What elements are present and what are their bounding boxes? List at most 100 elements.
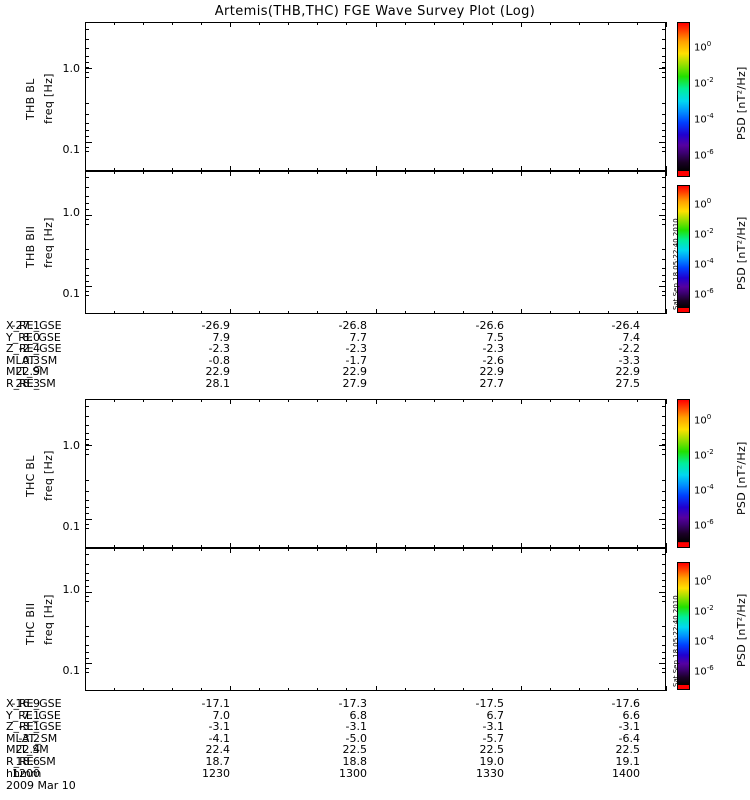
tick-mark <box>521 548 522 553</box>
colorbar-thb-tick-0: 100 <box>694 40 712 54</box>
tick-mark <box>346 548 347 551</box>
tick-mark <box>662 433 666 434</box>
tick-mark <box>662 268 666 269</box>
tick-mark <box>662 249 666 250</box>
tick-mark <box>143 545 144 548</box>
tick-mark <box>662 123 666 124</box>
tick-mark <box>662 636 666 637</box>
tick-mark <box>85 449 89 450</box>
ephemeris-bottom-row-label: MLT_SM <box>6 743 49 757</box>
ephemeris-top-row-label: MLT_SM <box>6 365 49 379</box>
tick-mark <box>259 311 260 314</box>
ephemeris-bottom-row-label: hhmm <box>6 766 42 780</box>
ephemeris-bottom-cell: 6.7 <box>486 708 505 722</box>
tick-mark <box>405 171 406 174</box>
tick-mark <box>85 652 89 653</box>
tick-mark <box>288 171 289 174</box>
ephemeris-top-cell: -26.9 <box>201 319 230 332</box>
tick-mark <box>114 168 115 171</box>
plot-panel-thc-bpar[interactable] <box>85 548 666 691</box>
tick-mark <box>85 215 92 216</box>
render-timestamp-top: Sat Sep 18 05:22:40 2010 <box>672 218 680 310</box>
tick-mark <box>201 171 202 174</box>
ephemeris-top-row-label: Y_RE_GSE <box>6 330 61 344</box>
ephemeris-bottom-row-label: Y_RE_GSE <box>6 708 61 722</box>
tick-mark <box>579 548 580 551</box>
tick-mark <box>376 171 377 176</box>
tick-mark <box>288 311 289 314</box>
tick-mark <box>492 399 493 402</box>
tick-mark <box>463 168 464 171</box>
colorbar-thc-bpar-axis-title: PSD [nT²/Hz] <box>735 593 748 667</box>
tick-mark <box>85 554 89 555</box>
tick-mark <box>288 545 289 548</box>
tick-mark <box>317 168 318 171</box>
ephemeris-bottom-row-label: X_RE_GSE <box>6 697 62 710</box>
ephemeris-top-cell: 28.1 <box>205 377 231 390</box>
ephemeris-top-cell: 22.9 <box>15 365 41 379</box>
tick-mark <box>521 399 522 404</box>
tick-mark <box>463 545 464 548</box>
tick-mark <box>85 524 89 525</box>
tick-mark <box>662 480 666 481</box>
colorbar-thb-bpar-axis-title: PSD [nT²/Hz] <box>735 216 748 290</box>
ephemeris-top-cell: 28.3 <box>15 377 41 390</box>
tick-mark <box>172 168 173 171</box>
ytick-label-thc-bperp-1: 1.0 <box>62 439 81 452</box>
colorbar-thc-tick-3: 10-6 <box>694 518 714 532</box>
ephemeris-bottom-cell: 22.4 <box>205 743 231 757</box>
tick-mark <box>85 130 89 131</box>
colorbar-thb[interactable] <box>677 22 690 177</box>
ephemeris-bottom-cell: -3.1 <box>482 720 504 734</box>
tick-mark <box>85 103 89 104</box>
tick-mark <box>114 688 115 691</box>
tick-mark <box>85 39 89 40</box>
tick-mark <box>662 439 666 440</box>
ephemeris-bottom-row-label: Z_RE_GSE <box>6 720 62 734</box>
colorbar-thc-bpar[interactable] <box>677 562 690 690</box>
ephemeris-top-cell: -0.8 <box>208 353 230 367</box>
tick-mark <box>85 62 89 63</box>
tick-mark <box>662 586 666 587</box>
tick-mark <box>85 672 89 673</box>
tick-mark <box>85 425 89 426</box>
tick-mark <box>662 416 666 417</box>
plot-panel-thb-bpar[interactable] <box>85 171 666 314</box>
tick-mark <box>85 433 89 434</box>
tick-mark <box>637 688 638 691</box>
colorbar-thc-bpar-tick-0: 100 <box>694 574 712 588</box>
tick-mark <box>662 295 666 296</box>
ephemeris-top-cell: 8.0 <box>22 330 41 344</box>
ephemeris-top-cell: 27.9 <box>342 377 368 390</box>
tick-mark <box>662 601 666 602</box>
tick-mark <box>662 151 666 152</box>
tick-mark <box>666 166 667 171</box>
ephemeris-top-cell: 27.5 <box>615 377 641 390</box>
tick-mark <box>662 406 666 407</box>
tick-mark <box>85 123 89 124</box>
tick-mark <box>659 68 666 69</box>
ephemeris-bottom-cell: -5.0 <box>345 731 367 745</box>
tick-mark <box>85 668 89 669</box>
tick-mark <box>405 545 406 548</box>
tick-mark <box>259 22 260 25</box>
tick-mark <box>608 171 609 174</box>
tick-mark <box>662 187 666 188</box>
ephemeris-top-cell: -2.2 <box>618 342 640 356</box>
tick-mark <box>662 454 666 455</box>
tick-mark <box>85 636 89 637</box>
plot-panel-thb-bperp[interactable] <box>85 22 666 171</box>
tick-mark <box>521 309 522 314</box>
tick-mark <box>662 67 666 68</box>
tick-mark <box>405 688 406 691</box>
tick-mark <box>85 580 89 581</box>
ephemeris-top-cell: -2.3 <box>345 342 367 356</box>
tick-mark <box>579 168 580 171</box>
colorbar-thb-bpar[interactable] <box>677 185 690 313</box>
plot-panel-thc-bperp[interactable] <box>85 399 666 548</box>
colorbar-thc[interactable] <box>677 399 690 548</box>
tick-mark <box>230 399 231 404</box>
tick-mark <box>662 281 666 282</box>
tick-mark <box>143 168 144 171</box>
